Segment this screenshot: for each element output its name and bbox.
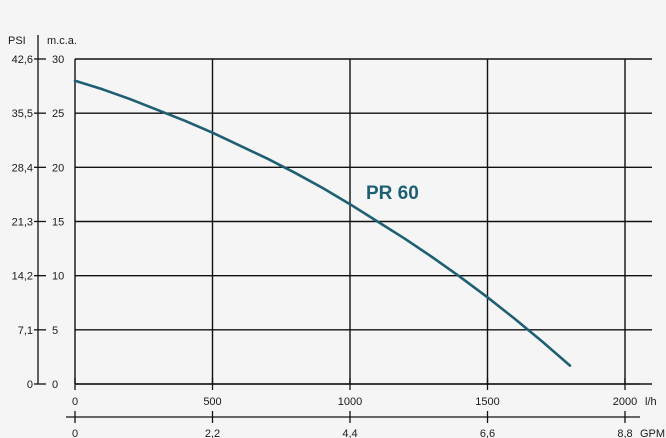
x-tick-label-2: 1000 [338, 396, 362, 408]
y-tick-label-6: 30 [52, 54, 64, 66]
series-layer [73, 79, 572, 367]
psi-tick-label-0: 0 [27, 379, 33, 391]
gpm-ticks: 0 2,2 4,4 6,6 8,8 [72, 411, 633, 438]
y-tick-label-3: 15 [52, 217, 64, 229]
gpm-axis-label: GPM [640, 428, 665, 438]
y-tick-label-5: 25 [52, 108, 64, 120]
y-tick-label-0: 0 [52, 379, 58, 391]
x-axis-label: l/h [645, 396, 657, 408]
gpm-tick-label-2: 4,4 [342, 428, 357, 438]
psi-axis-label: PSI [8, 35, 26, 47]
x-ticks: 0 500 1000 1500 2000 [72, 378, 637, 408]
axes [37, 35, 640, 418]
grid [74, 58, 652, 385]
series-label-pr60: PR 60 [366, 183, 419, 204]
gpm-tick-label-3: 6,6 [480, 428, 495, 438]
y-ticks: 0 5 10 15 20 25 30 [34, 54, 64, 391]
psi-tick-label-4: 28,4 [12, 162, 33, 174]
y-tick-label-1: 5 [52, 325, 58, 337]
psi-tick-label-5: 35,5 [12, 108, 33, 120]
y-tick-label-4: 20 [52, 162, 64, 174]
x-tick-label-1: 500 [203, 396, 221, 408]
y-tick-label-2: 10 [52, 271, 64, 283]
gpm-tick-label-1: 2,2 [205, 428, 220, 438]
x-tick-label-3: 1500 [475, 396, 499, 408]
series-line-0 [73, 79, 572, 367]
gpm-tick-label-0: 0 [72, 428, 78, 438]
x-tick-label-0: 0 [72, 396, 78, 408]
psi-tick-label-3: 21,3 [12, 217, 33, 229]
y-axis-label: m.c.a. [47, 35, 77, 47]
psi-tick-label-1: 7,1 [18, 325, 33, 337]
x-tick-label-4: 2000 [613, 396, 637, 408]
psi-tick-label-2: 14,2 [12, 271, 33, 283]
psi-tick-label-6: 42,6 [12, 54, 33, 66]
psi-ticks: 0 7,1 14,2 21,3 28,4 35,5 42,6 [12, 54, 33, 391]
gpm-tick-label-4: 8,8 [617, 428, 632, 438]
